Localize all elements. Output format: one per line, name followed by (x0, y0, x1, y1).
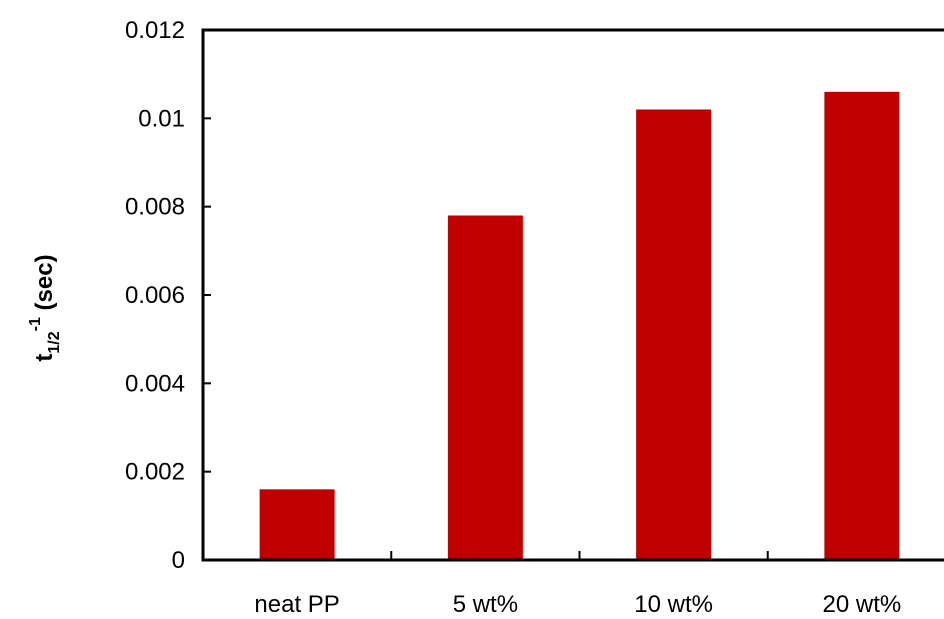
y-axis-title-base: t (31, 354, 58, 362)
y-axis-title: t1/2-1 (sec) (27, 254, 63, 361)
y-tick-label: 0 (172, 547, 185, 574)
y-tick-label: 0.002 (125, 459, 185, 486)
x-tick-label: 5 wt% (453, 591, 518, 618)
bar (259, 489, 335, 560)
y-tick-label: 0.01 (138, 105, 185, 132)
y-tick-label: 0.012 (125, 17, 185, 44)
x-tick-label: 10 wt% (634, 591, 713, 618)
y-ticks-group: 0 0.002 0.004 0.006 0.008 0.01 0.012 (125, 17, 211, 574)
y-tick-label: 0.006 (125, 282, 185, 309)
x-ticks-group: neat PP 5 wt% 10 wt% 20 wt% (254, 551, 901, 618)
y-axis-title-subscript: 1/2 (46, 331, 63, 353)
y-axis-title-unit: (sec) (31, 254, 58, 317)
bar (636, 109, 712, 560)
bars-group (259, 91, 900, 560)
y-axis-title-superscript: -1 (27, 317, 44, 331)
bar (447, 215, 523, 560)
x-tick-label: neat PP (254, 591, 339, 618)
y-tick-label: 0.004 (125, 370, 185, 397)
bar (824, 91, 900, 560)
x-tick-label: 20 wt% (823, 591, 902, 618)
y-tick-label: 0.008 (125, 194, 185, 221)
